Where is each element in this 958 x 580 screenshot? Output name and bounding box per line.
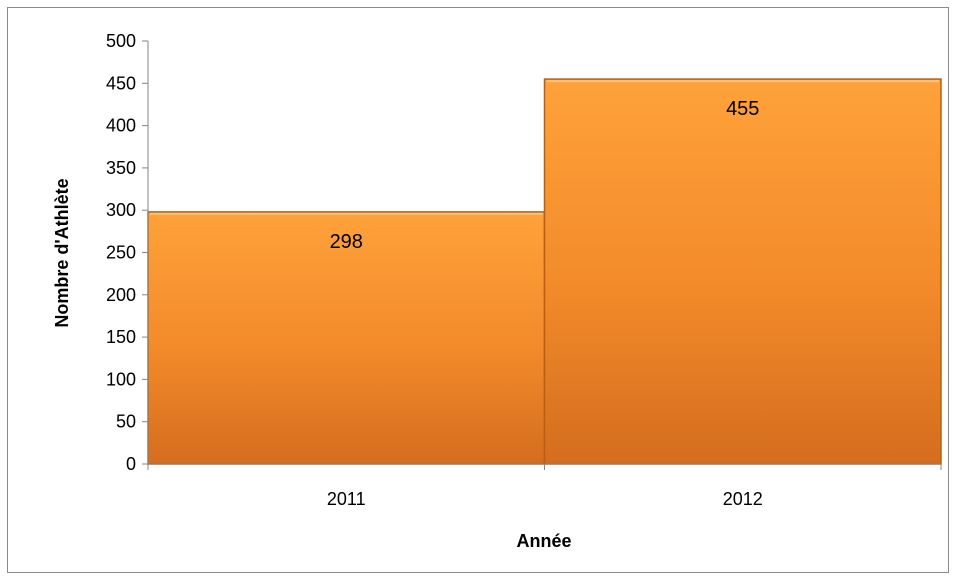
- x-tick-label-2012: 2012: [723, 489, 763, 509]
- y-tick-label-0: 0: [126, 454, 136, 474]
- labels-group: 298 2011 455 2012 0 50 100 150 200 250 300 350 400 45…: [106, 31, 763, 509]
- y-tick-label-500: 500: [106, 31, 136, 51]
- data-label-2011: 298: [330, 231, 363, 253]
- y-tick-label-300: 300: [106, 200, 136, 220]
- bar-2012: [543, 78, 942, 465]
- y-axis-title: Nombre d'Athlète: [52, 178, 72, 327]
- y-tick-label-150: 150: [106, 327, 136, 347]
- y-tick-label-350: 350: [106, 158, 136, 178]
- y-tick-label-400: 400: [106, 116, 136, 136]
- x-tick-label-2011: 2011: [327, 489, 366, 509]
- data-label-2012: 455: [726, 98, 759, 120]
- y-tick-label-450: 450: [106, 73, 136, 93]
- bar-2011: [147, 211, 546, 465]
- axes-group: [142, 40, 942, 470]
- y-tick-label-200: 200: [106, 285, 136, 305]
- bars-group: [147, 78, 942, 465]
- y-tick-label-100: 100: [106, 369, 136, 389]
- y-tick-label-250: 250: [106, 243, 136, 263]
- x-axis-title: Année: [516, 531, 571, 551]
- y-tick-label-50: 50: [116, 412, 136, 432]
